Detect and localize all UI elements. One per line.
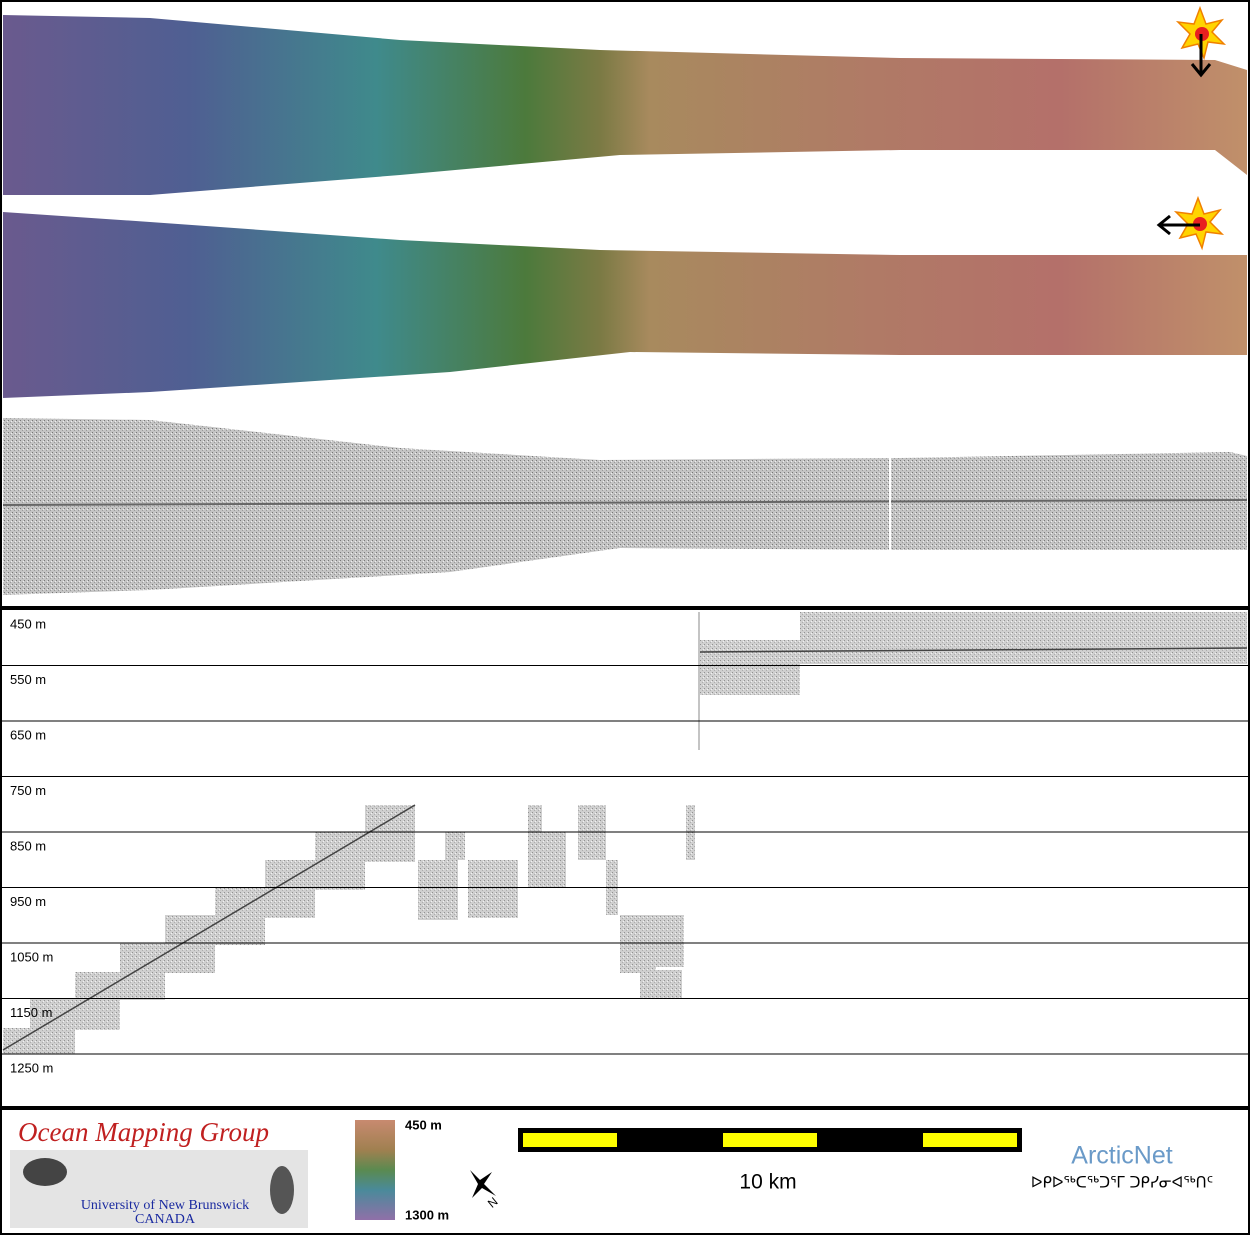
depth-label: 1250 m: [10, 1060, 53, 1075]
depth-label: 450 m: [10, 616, 46, 631]
logo-graphic: [270, 1166, 294, 1214]
logo-title: Ocean Mapping Group: [18, 1117, 269, 1147]
nadir-line: [2, 499, 1248, 506]
seafloor-reflector: [2, 804, 416, 1051]
partner-syllabics: ᐅᑭᐅᖅᑕᖅᑐᕐᒥ ᑐᑭᓯᓂᐊᖅᑎᑦ: [1031, 1174, 1213, 1192]
logo-university: University of New Brunswick: [81, 1198, 249, 1213]
sun-icon: [1156, 195, 1225, 251]
logo-graphic: [23, 1158, 67, 1186]
depth-label: 1050 m: [10, 949, 53, 964]
bathymetry-swath-north-sun: [3, 15, 1247, 195]
scale-label: 10 km: [739, 1171, 796, 1194]
logo-country: CANADA: [135, 1212, 196, 1227]
depth-label: 1150 m: [10, 1005, 52, 1020]
footer: Ocean Mapping Group University of New Br…: [10, 1117, 1213, 1228]
colorbar: [355, 1120, 395, 1220]
colorbar-top-label: 450 m: [405, 1117, 442, 1132]
backscatter-swath: [3, 418, 1247, 595]
swath-maps: [2, 15, 1248, 595]
scale-bar: [518, 1128, 1022, 1152]
separator: [0, 1106, 1250, 1110]
bathymetry-swath-east-sun: [3, 212, 1247, 398]
colorbar-bottom-label: 1300 m: [405, 1207, 449, 1222]
seafloor-reflector: [699, 647, 1248, 653]
depth-label: 550 m: [10, 672, 46, 687]
north-label: N: [485, 1194, 501, 1210]
profile-echoes: [3, 612, 1247, 1054]
depth-label: 850 m: [10, 838, 46, 853]
partner-name: ArcticNet: [1071, 1142, 1172, 1170]
north-arrow: N: [470, 1170, 501, 1211]
depth-label: 650 m: [10, 727, 46, 742]
omg-logo: Ocean Mapping Group University of New Br…: [10, 1117, 308, 1228]
depth-label: 950 m: [10, 894, 46, 909]
separator: [0, 606, 1250, 610]
subbottom-profile: 450 m 550 m 650 m 750 m 850 m 950 m 1050 m 1150…: [0, 612, 1250, 1075]
sun-icon: [1175, 5, 1227, 78]
depth-label: 750 m: [10, 783, 46, 798]
